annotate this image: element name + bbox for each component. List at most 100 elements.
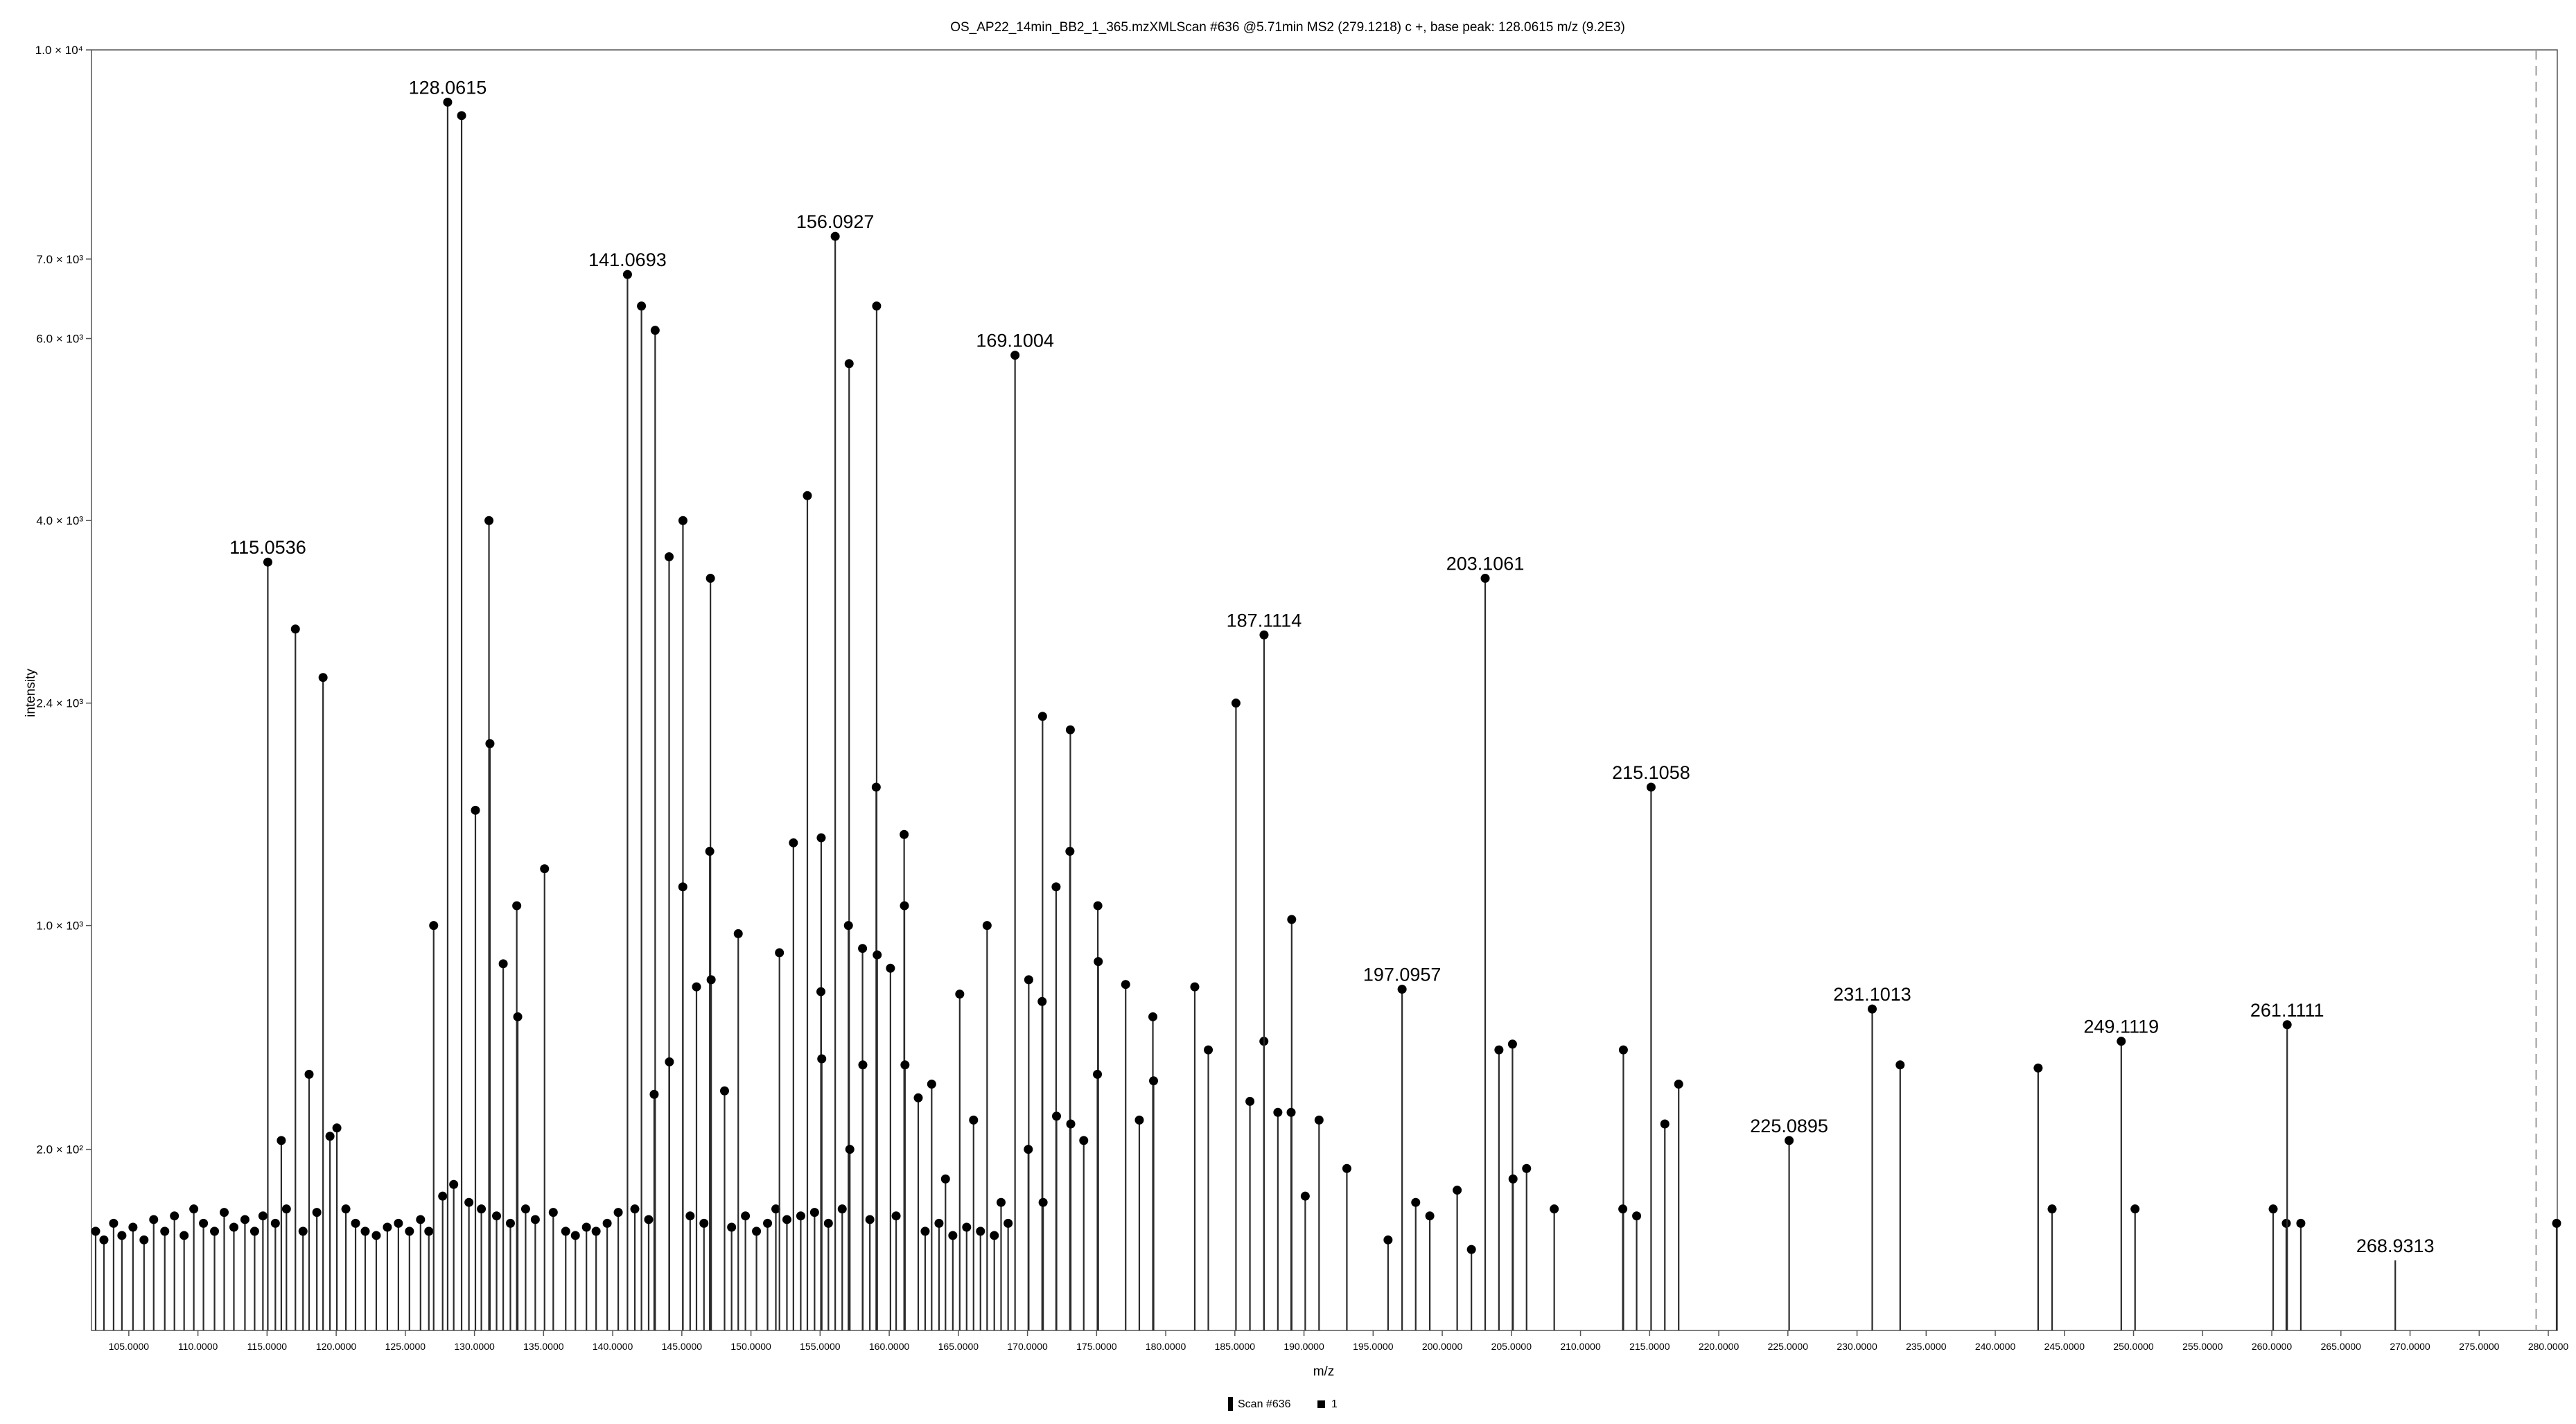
peak (719, 1086, 729, 1330)
peak-marker (360, 1227, 370, 1236)
peak-marker (277, 1136, 286, 1145)
peak-marker (2296, 1218, 2306, 1228)
peak-marker (996, 1197, 1006, 1207)
x-tick-label: 105.0000 (109, 1341, 150, 1352)
x-tick-label: 205.0000 (1491, 1341, 1532, 1352)
peak-marker (1342, 1163, 1351, 1173)
peak-marker (91, 1227, 100, 1236)
peak (1010, 351, 1020, 1330)
peak-marker (139, 1235, 149, 1245)
peak (865, 1215, 875, 1330)
peak-marker (1550, 1204, 1559, 1214)
peak-marker (220, 1208, 229, 1218)
x-axis-ticks: 105.0000 110.0000 115.0000 120.0000 125.0000… (109, 1330, 2568, 1352)
peak-marker (189, 1204, 199, 1214)
peak-marker (2130, 1204, 2140, 1214)
peak-marker (109, 1218, 119, 1228)
peak-marker (1134, 1115, 1144, 1125)
peak-marker (484, 516, 494, 525)
peak-marker (900, 1060, 910, 1070)
peak-marker (2047, 1204, 2057, 1214)
x-tick-label: 275.0000 (2459, 1341, 2500, 1352)
peak-marker (1204, 1045, 1213, 1055)
peak-marker (405, 1227, 414, 1236)
peak (179, 1231, 189, 1330)
peak-marker (969, 1115, 979, 1125)
peak-marker (962, 1222, 972, 1232)
peak-marker (727, 1222, 737, 1232)
peak-label: 169.1004 (976, 331, 1054, 351)
x-tick-label: 240.0000 (1975, 1341, 2016, 1352)
peak-marker (513, 1012, 523, 1021)
peak (948, 1231, 958, 1330)
peak (304, 1069, 314, 1330)
peak (752, 1227, 762, 1330)
peak-marker (920, 1227, 930, 1236)
peak-marker (383, 1222, 392, 1232)
peak-marker (1480, 574, 1490, 583)
peak (940, 1174, 950, 1330)
peak (416, 1215, 426, 1330)
peak (665, 1057, 674, 1330)
x-tick-label: 210.0000 (1560, 1341, 1601, 1352)
peak (990, 1231, 999, 1330)
peak-marker (613, 1208, 623, 1218)
peak (139, 1235, 149, 1330)
peak-marker (900, 829, 909, 839)
peak-marker (170, 1211, 179, 1221)
peak (809, 1208, 819, 1330)
peak-marker (1037, 996, 1047, 1006)
peak-marker (1038, 1197, 1048, 1207)
peak-marker (1397, 985, 1407, 994)
x-tick-label: 115.0000 (247, 1341, 288, 1352)
peak-marker (1093, 1069, 1103, 1079)
peak (360, 1227, 370, 1330)
peak-marker (332, 1123, 342, 1133)
peak (796, 1211, 805, 1330)
peak-marker (371, 1231, 381, 1240)
x-tick-label: 175.0000 (1076, 1341, 1117, 1352)
peak (1231, 698, 1241, 1330)
peak-marker (913, 1093, 923, 1102)
peak-marker (948, 1231, 958, 1240)
peak (332, 1123, 342, 1330)
peak-marker (1231, 698, 1241, 708)
peak-label: 231.1013 (1833, 984, 1911, 1005)
y-tick-label: 2.0 × 10² (36, 1143, 83, 1157)
peak-marker (1286, 1107, 1296, 1117)
peak-marker (699, 1218, 709, 1228)
peak (149, 1215, 159, 1330)
peak-marker (1425, 1211, 1435, 1221)
peak-marker (685, 1211, 695, 1221)
peak (1397, 985, 1407, 1330)
peak (1134, 1115, 1144, 1330)
peak-marker (1507, 1039, 1517, 1049)
peak-marker (940, 1174, 950, 1184)
peak (570, 1231, 580, 1330)
y-tick-label: 1.0 × 10⁴ (35, 44, 83, 57)
peak (763, 1218, 773, 1330)
peak (969, 1115, 979, 1330)
peak-marker (304, 1069, 314, 1079)
peak-marker (955, 990, 965, 999)
x-tick-label: 135.0000 (523, 1341, 564, 1352)
peak-marker (865, 1215, 875, 1224)
peak-marker (281, 1204, 291, 1214)
x-tick-label: 155.0000 (800, 1341, 841, 1352)
peak-marker (789, 838, 798, 847)
peak (891, 1211, 901, 1330)
y-tick-label: 6.0 × 10³ (36, 333, 83, 346)
peak-label: 141.0693 (588, 249, 667, 270)
peak (91, 1227, 100, 1330)
peak-marker (796, 1211, 805, 1221)
peak (871, 782, 881, 1330)
peak-marker (1618, 1204, 1628, 1214)
x-tick-label: 265.0000 (2321, 1341, 2362, 1352)
peak (650, 326, 660, 1330)
x-tick-label: 225.0000 (1768, 1341, 1809, 1352)
peak (298, 1227, 308, 1330)
peak-marker (816, 987, 826, 996)
x-tick-label: 260.0000 (2252, 1341, 2293, 1352)
peak (962, 1222, 972, 1330)
